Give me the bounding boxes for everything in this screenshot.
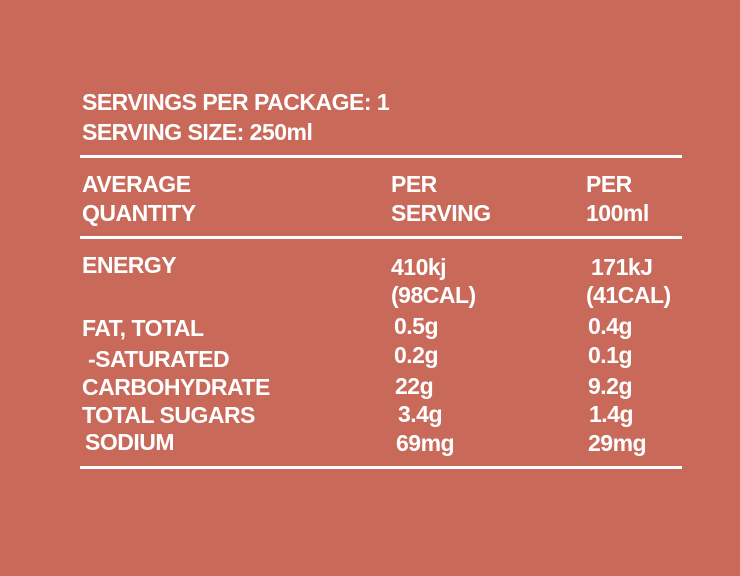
nutrient-per-100ml-fat-total: 0.4g <box>588 313 633 339</box>
nutrient-label-carbohydrate: CARBOHYDRATE <box>82 374 270 400</box>
nutrient-per-100ml-carbohydrate: 9.2g <box>588 373 633 399</box>
nutrient-per-100ml-saturated: 0.1g <box>588 342 633 368</box>
nutrient-label-saturated: -SATURATED <box>88 346 230 372</box>
nutrient-per-serving-sodium: 69mg <box>396 430 455 456</box>
serving-size: SERVING SIZE: 250ml <box>82 119 313 145</box>
column-header-quantity-line1: AVERAGE <box>82 171 191 197</box>
column-header-per-100ml-line1: PER <box>586 171 632 197</box>
nutrient-per-serving-total-sugars: 3.4g <box>398 401 443 427</box>
nutrient-per-serving-fat-total: 0.5g <box>394 313 439 339</box>
servings-per-package: SERVINGS PER PACKAGE: 1 <box>82 89 390 115</box>
nutrient-per-100ml-total-sugars: 1.4g <box>589 401 634 427</box>
energy-per-100ml-cal: (41CAL) <box>586 282 671 308</box>
nutrient-per-100ml-sodium: 29mg <box>588 430 647 456</box>
energy-label: ENERGY <box>82 252 177 278</box>
column-header-quantity-line2: QUANTITY <box>82 200 196 226</box>
energy-per-100ml-kj: 171kJ <box>591 254 653 280</box>
nutrient-per-serving-saturated: 0.2g <box>394 342 439 368</box>
energy-per-serving-cal: (98CAL) <box>391 282 476 308</box>
nutrient-label-total-sugars: TOTAL SUGARS <box>82 402 255 428</box>
nutrient-per-serving-carbohydrate: 22g <box>395 373 434 399</box>
nutrient-label-sodium: SODIUM <box>85 429 175 455</box>
divider-bottom <box>80 466 682 469</box>
column-header-per-serving-line2: SERVING <box>391 200 491 226</box>
nutrient-label-fat-total: FAT, TOTAL <box>82 315 204 341</box>
divider-middle <box>80 236 682 239</box>
column-header-per-100ml-line2: 100ml <box>586 200 649 226</box>
energy-per-serving-kj: 410kj <box>391 254 447 280</box>
divider-top <box>80 155 682 158</box>
column-header-per-serving-line1: PER <box>391 171 437 197</box>
